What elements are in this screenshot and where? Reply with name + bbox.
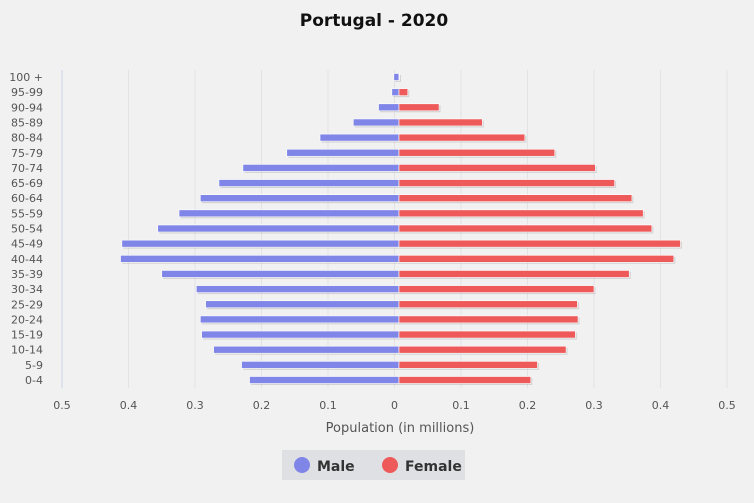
y-category-label: 10-14 [11, 344, 43, 357]
bar-female[interactable] [398, 255, 675, 263]
bar-female[interactable] [398, 300, 578, 309]
x-tick-label: 0.1 [319, 399, 337, 412]
bar-male[interactable] [161, 270, 400, 278]
y-category-label: 65-69 [11, 177, 43, 190]
y-category-label: 80-84 [11, 132, 43, 145]
bar-female[interactable] [398, 73, 400, 81]
x-tick-label: 0 [391, 399, 398, 412]
y-category-label: 70-74 [11, 162, 43, 175]
x-tick-label: 0.4 [120, 399, 138, 412]
bar-female[interactable] [398, 133, 526, 142]
bar-male[interactable] [249, 376, 400, 384]
bar-male[interactable] [201, 330, 400, 339]
bar-female[interactable] [398, 88, 409, 96]
bar-female[interactable] [398, 179, 615, 187]
y-category-label: 90-94 [11, 101, 43, 114]
y-category-label: 5-9 [25, 359, 43, 372]
bar-female[interactable] [398, 285, 595, 293]
x-tick-label: 0.2 [519, 399, 537, 412]
y-category-label: 40-44 [11, 253, 43, 266]
x-tick-label: 0.3 [585, 399, 603, 412]
y-category-label: 55-59 [11, 207, 43, 220]
y-category-label: 20-24 [11, 313, 43, 326]
x-tick-label: 0.5 [718, 399, 736, 412]
bar-male[interactable] [157, 224, 400, 233]
bar-female[interactable] [398, 194, 633, 202]
bar-male[interactable] [213, 345, 400, 354]
y-category-label: 50-54 [11, 223, 43, 236]
y-category-label: 35-39 [11, 268, 43, 281]
bar-male[interactable] [391, 88, 400, 96]
y-category-label: 85-89 [11, 116, 43, 129]
bar-male[interactable] [241, 361, 400, 369]
category-labels: 100 + 95-99 90-94 85-89 80-84 75-79 70-74 65-69… [9, 71, 43, 387]
y-category-label: 75-79 [11, 147, 43, 160]
x-tick-labels: 0.5 0.4 0.3 0.2 0.1 0 0.1 0.2 0.3 0.4 0.5 [53, 399, 736, 412]
y-category-label: 15-19 [11, 329, 43, 342]
legend-male-label: Male [317, 459, 355, 475]
bar-female[interactable] [398, 270, 630, 278]
legend-item-male[interactable]: Male [294, 457, 355, 475]
x-axis-title: Population (in millions) [326, 421, 475, 436]
bar-male[interactable] [196, 285, 400, 293]
x-tick-label: 0.4 [652, 399, 670, 412]
legend: Male Female [282, 450, 465, 480]
legend-item-female[interactable]: Female [382, 457, 462, 475]
y-category-label: 95-99 [11, 86, 43, 99]
bar-male[interactable] [178, 209, 400, 218]
bar-male[interactable] [120, 255, 400, 263]
bar-female[interactable] [398, 164, 596, 172]
bar-male[interactable] [352, 118, 400, 127]
x-tick-label: 0.1 [452, 399, 470, 412]
chart-title: Portugal - 2020 [300, 11, 449, 31]
bar-male[interactable] [286, 148, 400, 157]
bar-female[interactable] [398, 239, 681, 248]
bar-male[interactable] [121, 239, 400, 248]
bars [120, 73, 682, 385]
bar-male[interactable] [200, 194, 400, 202]
bar-female[interactable] [398, 209, 644, 218]
y-category-label: 25-29 [11, 298, 43, 311]
bar-female[interactable] [398, 118, 483, 127]
y-category-label: 0-4 [25, 374, 43, 387]
legend-male-marker [294, 457, 310, 473]
bar-male[interactable] [319, 133, 400, 142]
bar-male[interactable] [200, 315, 400, 324]
bar-female[interactable] [398, 224, 653, 233]
legend-female-marker [382, 457, 398, 473]
bar-shadow [400, 75, 401, 82]
bar-male[interactable] [378, 103, 400, 112]
bar-female[interactable] [398, 315, 579, 324]
x-tick-label: 0.5 [53, 399, 71, 412]
bar-male[interactable] [242, 164, 400, 172]
bar-male[interactable] [218, 179, 400, 187]
y-category-label: 100 + [9, 71, 43, 84]
x-tick-label: 0.3 [186, 399, 204, 412]
legend-female-label: Female [405, 459, 462, 475]
bar-female[interactable] [398, 148, 556, 157]
bar-female[interactable] [398, 345, 567, 354]
bar-female[interactable] [398, 361, 538, 369]
bar-female[interactable] [398, 103, 440, 112]
bar-male[interactable] [205, 300, 400, 309]
x-tick-label: 0.2 [253, 399, 271, 412]
y-category-label: 60-64 [11, 192, 43, 205]
bar-male[interactable] [393, 73, 400, 81]
bar-female[interactable] [398, 330, 576, 339]
bar-female[interactable] [398, 376, 532, 384]
legend-background [282, 450, 465, 480]
y-category-label: 45-49 [11, 238, 43, 251]
y-category-label: 30-34 [11, 283, 43, 296]
